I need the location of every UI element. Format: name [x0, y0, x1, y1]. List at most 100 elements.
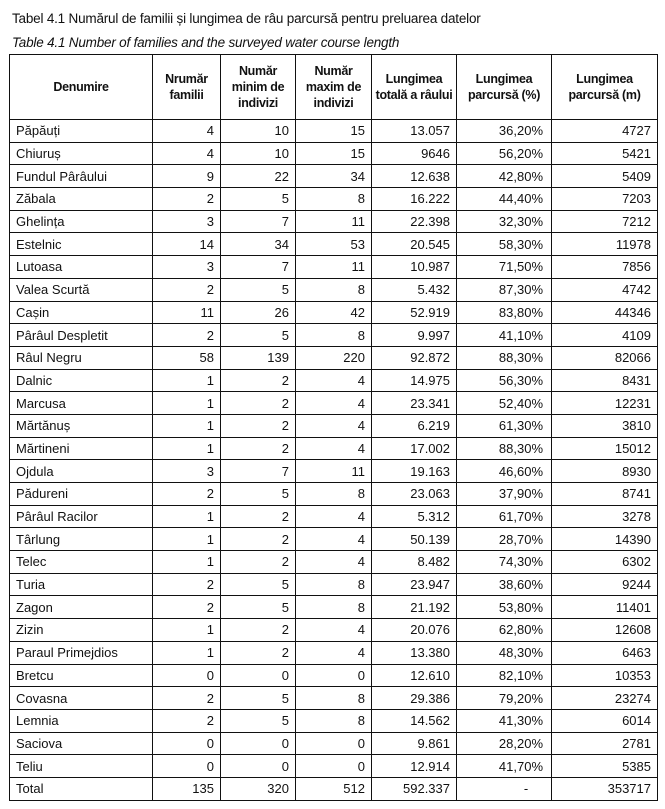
cell-max-individuals: 4 — [295, 618, 372, 642]
cell-surveyed-m: 9244 — [551, 572, 658, 597]
cell-families: 58 — [152, 345, 221, 370]
cell-surveyed-m: 12231 — [551, 391, 658, 415]
cell-min-individuals: 2 — [220, 436, 296, 461]
table-row: Covasna 2 5 8 29.386 79,20% 23274 — [9, 686, 658, 710]
cell-min-individuals: 5 — [220, 277, 296, 302]
cell-max-individuals: 53 — [295, 232, 372, 257]
cell-families: 0 — [152, 663, 221, 688]
table-row: Ghelința 3 7 11 22.398 32,30% 7212 — [9, 209, 658, 234]
cell-min-individuals: 2 — [220, 640, 296, 665]
cell-surveyed-m: 4109 — [551, 323, 658, 347]
cell-total-length: 5.432 — [371, 277, 457, 302]
cell-min-individuals: 0 — [220, 731, 296, 756]
cell-total-length: 23.341 — [371, 391, 457, 415]
cell-surveyed-pct: 83,80% — [456, 300, 552, 325]
cell-surveyed-m: 2781 — [551, 731, 658, 756]
cell-max-individuals: 4 — [295, 640, 372, 665]
cell-total-length: 592.337 — [371, 776, 457, 801]
cell-total-length: 9.997 — [371, 323, 457, 347]
table-row: Zizin 1 2 4 20.076 62,80% 12608 — [9, 618, 658, 642]
cell-name: Saciova — [9, 731, 153, 756]
cell-surveyed-m: 7212 — [551, 209, 658, 234]
cell-min-individuals: 5 — [220, 595, 296, 620]
cell-families: 1 — [152, 368, 221, 393]
table-row: Telec 1 2 4 8.482 74,30% 6302 — [9, 550, 658, 574]
cell-min-individuals: 34 — [220, 232, 296, 257]
total-row: Total 135 320 512 592.337-353717 — [9, 776, 658, 801]
cell-surveyed-m: 11978 — [551, 232, 658, 257]
cell-total-length: 22.398 — [371, 209, 457, 234]
table-row: Cașin 11 26 42 52.919 83,80% 44346 — [9, 300, 658, 325]
cell-min-individuals: 5 — [220, 708, 296, 733]
cell-min-individuals: 5 — [220, 686, 296, 710]
cell-families: 1 — [152, 504, 221, 529]
table-row: Pârâul Racilor 1 2 4 5.312 61,70% 3278 — [9, 504, 658, 529]
cell-surveyed-m: 5421 — [551, 141, 658, 166]
cell-max-individuals: 11 — [295, 209, 372, 234]
cell-min-individuals: 7 — [220, 459, 296, 483]
cell-surveyed-pct: 53,80% — [456, 595, 552, 620]
table-row: Dalnic 1 2 4 14.975 56,30% 8431 — [9, 368, 658, 393]
cell-max-individuals: 0 — [295, 754, 372, 778]
cell-surveyed-pct: 41,10% — [456, 323, 552, 347]
cell-name: Păpăuți — [9, 119, 153, 143]
cell-max-individuals: 220 — [295, 345, 372, 370]
cell-families: 4 — [152, 119, 221, 143]
cell-surveyed-m: 7203 — [551, 187, 658, 211]
cell-name: Ojdula — [9, 459, 153, 483]
table-row: Valea Scurtă 2 5 8 5.432 87,30% 4742 — [9, 277, 658, 302]
cell-total-length: 50.139 — [371, 527, 457, 552]
cell-total-length: 12.638 — [371, 164, 457, 189]
cell-families: 1 — [152, 391, 221, 415]
cell-total-length: 5.312 — [371, 504, 457, 529]
table-row: Lemnia 2 5 8 14.562 41,30% 6014 — [9, 708, 658, 733]
cell-total-length: 14.975 — [371, 368, 457, 393]
cell-families: 2 — [152, 572, 221, 597]
cell-max-individuals: 4 — [295, 550, 372, 574]
cell-max-individuals: 8 — [295, 323, 372, 347]
header-col-max-individuals: Număr maxim de indivizi — [295, 54, 372, 120]
cell-name: Târlung — [9, 527, 153, 552]
cell-total-length: 19.163 — [371, 459, 457, 483]
cell-name: Mărtineni — [9, 436, 153, 461]
cell-surveyed-pct: 56,30% — [456, 368, 552, 393]
cell-surveyed-pct: 28,20% — [456, 731, 552, 756]
cell-families: 11 — [152, 300, 221, 325]
cell-min-individuals: 10 — [220, 141, 296, 166]
cell-name: Râul Negru — [9, 345, 153, 370]
cell-name: Estelnic — [9, 232, 153, 257]
cell-surveyed-pct: 41,70% — [456, 754, 552, 778]
cell-min-individuals: 10 — [220, 119, 296, 143]
cell-min-individuals: 7 — [220, 209, 296, 234]
table-row: Teliu 0 0 0 12.914 41,70% 5385 — [9, 754, 658, 778]
table-row: Râul Negru 58 139 220 92.872 88,30% 82066 — [9, 345, 658, 370]
cell-surveyed-pct: 88,30% — [456, 436, 552, 461]
cell-surveyed-pct: 71,50% — [456, 255, 552, 279]
cell-max-individuals: 8 — [295, 708, 372, 733]
cell-min-individuals: 2 — [220, 550, 296, 574]
cell-families: 14 — [152, 232, 221, 257]
cell-surveyed-pct: 82,10% — [456, 663, 552, 688]
cell-max-individuals: 15 — [295, 141, 372, 166]
cell-surveyed-m: 6463 — [551, 640, 658, 665]
table-row: Mărtănuș 1 2 4 6.219 61,30% 3810 — [9, 413, 658, 438]
table-row: Pârâul Despletit 2 5 8 9.997 41,10% 4109 — [9, 323, 658, 347]
cell-min-individuals: 2 — [220, 413, 296, 438]
cell-families: 9 — [152, 164, 221, 189]
cell-surveyed-m: 5385 — [551, 754, 658, 778]
cell-surveyed-pct: 62,80% — [456, 618, 552, 642]
header-col-name: Denumire — [9, 54, 153, 120]
cell-min-individuals: 5 — [220, 482, 296, 506]
cell-surveyed-pct: 61,30% — [456, 413, 552, 438]
cell-total-length: 9.861 — [371, 731, 457, 756]
cell-name: Lutoasa — [9, 255, 153, 279]
cell-name: Covasna — [9, 686, 153, 710]
cell-name: Lemnia — [9, 708, 153, 733]
cell-surveyed-pct: 41,30% — [456, 708, 552, 733]
cell-families: 1 — [152, 413, 221, 438]
cell-families: 2 — [152, 595, 221, 620]
cell-families: 1 — [152, 527, 221, 552]
cell-families: 3 — [152, 255, 221, 279]
cell-surveyed-m: 5409 — [551, 164, 658, 189]
header-row: Denumire Nrumăr familii Număr minim de ind… — [9, 54, 658, 120]
